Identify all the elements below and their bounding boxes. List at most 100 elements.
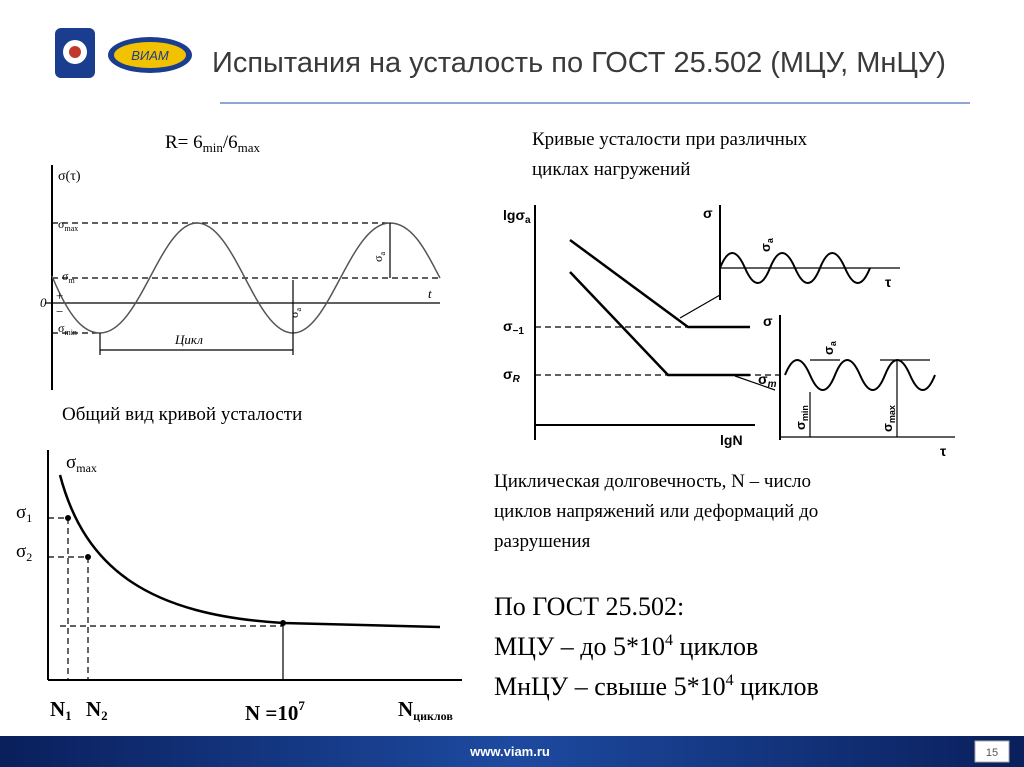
label: 7 xyxy=(298,698,305,713)
label: МнЦУ – свыше 5*10 xyxy=(494,672,726,701)
label: −1 xyxy=(513,326,525,337)
drawing-circle xyxy=(65,515,71,521)
drawing-path xyxy=(784,359,936,391)
page-box xyxy=(974,740,1010,763)
label: a xyxy=(765,237,775,243)
label: σ xyxy=(371,255,385,262)
label: 1 xyxy=(65,708,72,723)
label: Nциклов xyxy=(398,697,453,723)
label: lgσa xyxy=(503,207,531,226)
label: МЦУ – до 5*10 xyxy=(494,632,665,661)
label: σ xyxy=(758,371,768,387)
label: σa xyxy=(287,308,303,318)
page-number: 15 xyxy=(986,747,998,759)
label: N xyxy=(50,697,65,721)
gost-line: МнЦУ – свыше 5*104 циклов xyxy=(494,672,819,701)
label: N xyxy=(86,697,101,721)
logo-text: ВИАМ xyxy=(131,48,169,63)
label: σ xyxy=(763,313,773,329)
label: m xyxy=(768,379,777,390)
label: max xyxy=(76,461,97,475)
label: σmin xyxy=(58,321,77,337)
label: σ xyxy=(758,243,773,252)
label: σa xyxy=(371,252,387,262)
label: N =107 xyxy=(245,698,305,725)
fatigue-curve: σmax σ1 σ2 N1 N2 N =107 Nциклов xyxy=(16,450,462,725)
label: σ1 xyxy=(16,502,32,525)
label: t xyxy=(428,286,432,301)
label: 2 xyxy=(101,708,108,723)
drawing-circle xyxy=(69,46,81,58)
label: 4 xyxy=(726,672,734,689)
label: σm xyxy=(758,371,777,390)
label: max xyxy=(887,405,897,423)
label: a xyxy=(525,215,531,226)
formula: R= 6min/6max xyxy=(165,132,261,155)
label: min xyxy=(800,405,810,421)
label: σm xyxy=(62,269,75,285)
logo: ВИАМ xyxy=(55,28,192,78)
heading: Общий вид кривой усталости xyxy=(62,404,302,425)
label: σ xyxy=(58,321,65,335)
label: σ2 xyxy=(16,541,32,564)
label: N xyxy=(398,697,413,721)
curves-diagram: lgσa σ−1 σR lgN σ σa τ σ σa σm σmin σmax… xyxy=(503,205,955,459)
label: σ xyxy=(58,217,65,231)
label: σ(τ) xyxy=(58,169,81,184)
label: σ xyxy=(821,346,836,355)
label: σ xyxy=(16,502,26,523)
label: σ xyxy=(503,366,513,382)
label: R= 6 xyxy=(165,132,203,153)
label: 1 xyxy=(26,511,32,525)
label: σa xyxy=(821,340,838,355)
label: N =10 xyxy=(245,701,298,725)
label: τ xyxy=(885,274,892,290)
label: σ xyxy=(703,205,713,221)
label: m xyxy=(68,276,75,285)
label: σmax xyxy=(58,217,78,233)
heading: циклах нагружений xyxy=(532,159,690,180)
label: a xyxy=(294,308,303,312)
label: σ xyxy=(66,452,76,473)
drawing-circle xyxy=(280,620,286,626)
label: 2 xyxy=(26,550,32,564)
footer-url: www.viam.ru xyxy=(469,744,550,759)
gost-line: МЦУ – до 5*104 циклов xyxy=(494,632,758,661)
label: + xyxy=(56,288,63,303)
label: τ xyxy=(940,443,947,459)
definition: Циклическая долговечность, N – число xyxy=(494,471,811,492)
label: циклов xyxy=(734,672,819,701)
label: /6 xyxy=(223,132,238,153)
drawing-ellipse xyxy=(114,42,186,68)
definition: циклов напряжений или деформаций до xyxy=(494,501,818,522)
label: a xyxy=(828,340,838,346)
label: σa xyxy=(758,237,775,252)
label: R xyxy=(513,374,521,385)
drawing-circle xyxy=(85,554,91,560)
label: min xyxy=(203,140,224,155)
title: Испытания на усталость по ГОСТ 25.502 (М… xyxy=(212,47,946,79)
label: 4 xyxy=(665,632,673,649)
label: max xyxy=(238,140,261,155)
label: N1 xyxy=(50,697,72,723)
drawing-path xyxy=(58,474,441,629)
label: σ xyxy=(16,541,26,562)
definition: разрушения xyxy=(494,531,591,552)
label: σ xyxy=(62,269,69,283)
label: N2 xyxy=(86,697,108,723)
label: σ xyxy=(793,421,808,430)
label: 0 xyxy=(40,295,47,310)
label: σR xyxy=(503,366,521,385)
label: циклов xyxy=(413,709,453,723)
label: σ−1 xyxy=(503,318,524,337)
drawing-path xyxy=(719,252,871,284)
label: σ xyxy=(287,311,301,318)
footer-bar xyxy=(0,736,1024,767)
label: max xyxy=(64,224,78,233)
label: σmin xyxy=(793,405,810,430)
label: lgN xyxy=(720,432,743,448)
label: σ xyxy=(503,318,513,334)
label: − xyxy=(56,304,63,319)
label: a xyxy=(378,252,387,256)
